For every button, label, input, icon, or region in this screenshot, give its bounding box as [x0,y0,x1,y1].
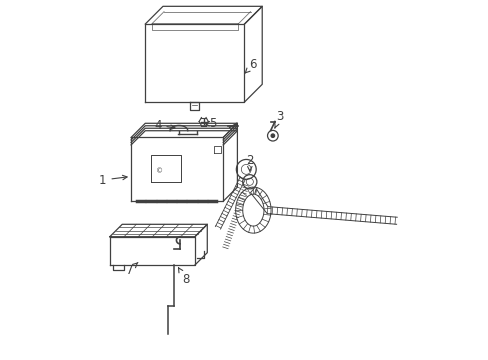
Text: 7: 7 [125,262,138,277]
Circle shape [270,133,275,138]
Text: 4: 4 [154,118,175,131]
Text: 3: 3 [274,110,283,128]
Text: 6: 6 [244,58,257,73]
Text: 8: 8 [178,268,189,287]
Text: 5: 5 [204,117,216,130]
Text: 2: 2 [245,154,253,171]
Text: 1: 1 [99,174,127,186]
Text: ©: © [156,168,163,174]
